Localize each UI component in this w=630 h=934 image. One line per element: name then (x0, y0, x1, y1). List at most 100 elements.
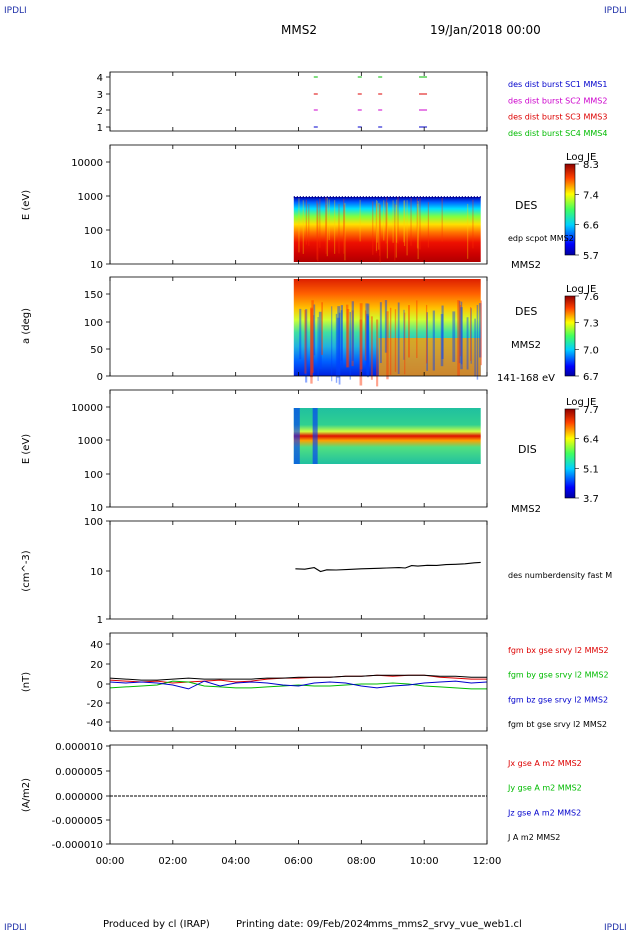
y-tick-label: 2 (97, 106, 103, 117)
legend-entry: des dist burst SC3 MMS3 (508, 113, 607, 122)
colorbar-tick-label: 5.1 (583, 464, 599, 475)
des-energy-stripe (410, 197, 412, 246)
pitch-angle-stripe (458, 301, 461, 364)
pitch-angle-stripe (370, 316, 373, 380)
des-energy-stripe (417, 200, 419, 260)
pitch-angle-stripe (318, 311, 322, 369)
pitch-angle-stripe (299, 308, 302, 360)
panel-label: MMS2 (511, 340, 541, 351)
legend-entry: des dist burst SC4 MMS4 (508, 129, 607, 138)
des-energy-stripe (386, 202, 389, 259)
des-energy-stripe (325, 204, 327, 254)
pitch-angle-stripe (337, 306, 341, 372)
y-tick-label: 10 (90, 567, 103, 578)
pitch-angle-stripe (346, 309, 350, 368)
x-tick-label: 04:00 (221, 856, 250, 867)
colorbar-tick-label: 8.3 (583, 160, 599, 171)
pitch-angle-stripe (376, 319, 379, 387)
panel-label: MMS2 (511, 260, 541, 271)
des-energy-stripe (328, 199, 330, 241)
y-tick-label: 150 (84, 290, 103, 301)
des-energy-stripe (379, 204, 381, 263)
pitch-angle-stripe (317, 317, 319, 381)
des-energy-stripe (385, 201, 387, 244)
pitch-angle-stripe (478, 303, 482, 358)
colorbar-tick-label: 7.6 (583, 292, 599, 303)
x-tick-label: 10:00 (410, 856, 439, 867)
pitch-angle-stripe (351, 310, 354, 367)
pitch-angle-stripe (457, 300, 460, 376)
y-tick-label: -0.000005 (52, 816, 103, 827)
pitch-angle-stripe (426, 312, 428, 371)
legend-entry: fgm bx gse srvy l2 MMS2 (508, 646, 609, 655)
pitch-angle-stripe (351, 301, 354, 361)
des-energy-stripe (317, 203, 319, 262)
footer-printing-date: Printing date: 09/Feb/2024 (236, 919, 370, 930)
des-energy-stripe (419, 198, 421, 250)
legend-entry: Jy gse A m2 MMS2 (507, 784, 582, 793)
pitch-angle-stripe (313, 304, 316, 356)
legend-entry: J A m2 MMS2 (507, 833, 560, 842)
y-tick-label: 10000 (71, 158, 103, 169)
pitch-angle-stripe (474, 318, 476, 377)
legend-entry: fgm by gse srvy l2 MMS2 (508, 671, 609, 680)
pitch-angle-stripe (364, 310, 367, 361)
des-energy-stripe (316, 200, 318, 260)
colorbar-title: Log JE (566, 284, 596, 295)
des-energy-stripe (343, 198, 345, 254)
pitch-angle-stripe (404, 312, 406, 375)
pitch-angle-stripe (349, 311, 351, 380)
legend-entry: des dist burst SC2 MMS2 (508, 96, 607, 105)
pitch-angle-stripe (345, 304, 349, 368)
y-tick-label: 1 (97, 615, 103, 626)
panel-label: DES (515, 305, 537, 318)
y-tick-label: 1000 (78, 192, 103, 203)
des-energy-stripe (305, 199, 307, 245)
pitch-angle-stripe (452, 311, 456, 362)
y-axis-label: E (eV) (21, 434, 32, 464)
corner-mark-top-right: IPDLI (604, 6, 627, 16)
y-tick-label: -0.000010 (52, 840, 103, 851)
des-energy-stripe (376, 201, 378, 243)
des-energy-stripe (359, 199, 361, 242)
colorbar-tick-label: 5.7 (583, 251, 599, 262)
pitch-angle-stripe (440, 314, 444, 367)
y-tick-label: 10 (90, 503, 103, 514)
pitch-angle-stripe (480, 300, 482, 366)
des-energy-stripe (375, 203, 378, 253)
pitch-angle-stripe (359, 303, 363, 370)
y-tick-label: 0.000000 (55, 792, 103, 803)
footer-produced: Produced by cl (IRAP) (103, 919, 210, 930)
legend-entry: des dist burst SC1 MMS1 (508, 80, 607, 89)
des-energy-stripe (386, 197, 388, 244)
des-energy-stripe (394, 203, 396, 261)
pitch-angle-stripe (340, 310, 343, 361)
corner-mark-bottom-right: IPDLI (604, 923, 627, 933)
date-title: 19/Jan/2018 00:00 (430, 23, 541, 37)
pitch-angle-stripe (432, 310, 435, 371)
y-tick-label: 3 (97, 90, 103, 101)
x-tick-label: 02:00 (158, 856, 187, 867)
des-energy-stripe (397, 197, 399, 244)
y-tick-label: 40 (90, 640, 103, 651)
y-tick-label: 0 (97, 680, 103, 691)
des-energy-stripe (338, 204, 340, 254)
pitch-angle-stripe (310, 308, 313, 384)
des-energy-stripe (416, 197, 418, 248)
des-energy-stripe (344, 203, 346, 261)
des-energy-stripe (395, 204, 397, 258)
panel-frame (109, 71, 488, 132)
pitch-angle-stripe (466, 317, 469, 370)
field-line-bz (109, 680, 488, 690)
x-tick-label: 06:00 (284, 856, 313, 867)
y-tick-label: -40 (87, 718, 103, 729)
colorbar-tick-label: 6.6 (583, 221, 599, 232)
x-tick-label: 08:00 (347, 856, 376, 867)
corner-mark-top-left: IPDLI (4, 6, 27, 16)
dis-energy-edge (293, 408, 300, 464)
y-tick-label: 10 (90, 260, 103, 271)
des-energy-heatmap (293, 197, 481, 262)
pitch-angle-stripe (408, 305, 410, 358)
des-energy-stripe (467, 203, 469, 259)
panel-label: edp scpot MMS2 (508, 234, 574, 243)
